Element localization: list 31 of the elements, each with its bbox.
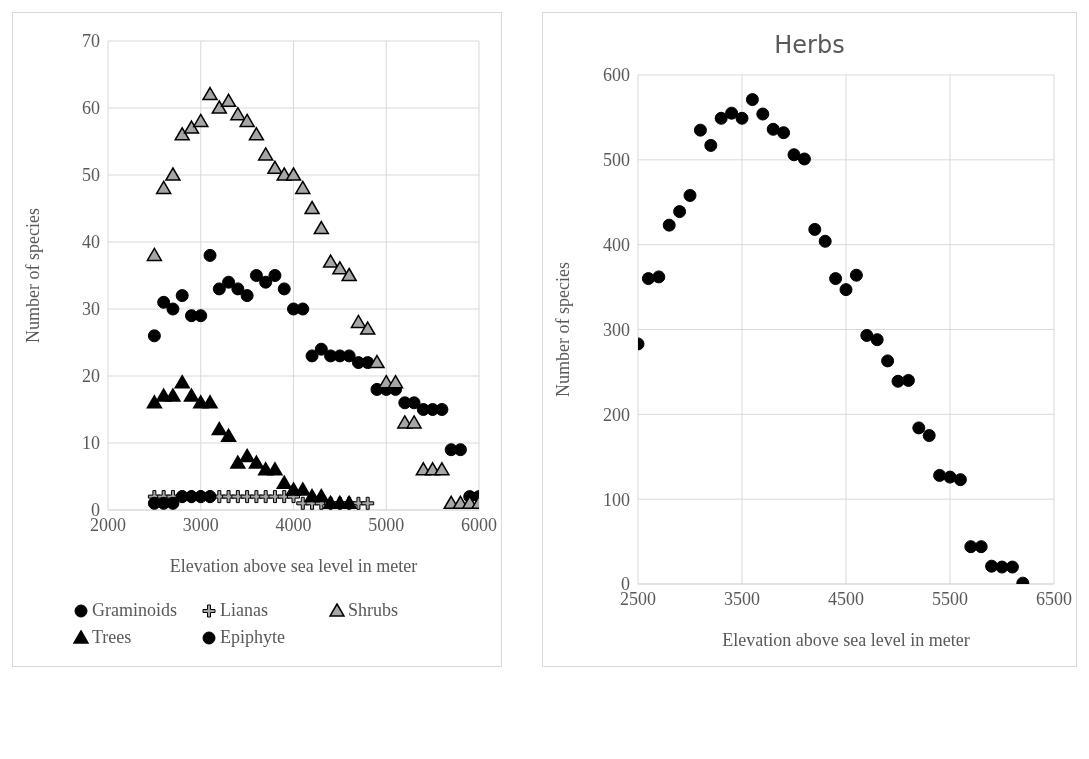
y-tick-label: 30 — [82, 299, 100, 320]
y-tick-label: 400 — [603, 235, 630, 256]
y-tick-label: 300 — [603, 319, 630, 340]
y-tick-label: 20 — [82, 366, 100, 387]
x-axis-title: Elevation above sea level in meter — [169, 556, 418, 576]
y-tick-label: 500 — [603, 150, 630, 171]
legend-label: Trees — [92, 627, 132, 648]
x-tick-label: 5000 — [368, 514, 405, 535]
x-tick-label: 6500 — [1036, 588, 1072, 609]
x-tick-label: 6000 — [461, 514, 497, 535]
legend-label: Graminoids — [92, 600, 177, 621]
x-tick-label: 4500 — [828, 588, 864, 609]
y-tick-label: 50 — [82, 165, 100, 186]
y-tick-label: 200 — [603, 404, 630, 425]
y-tick-label: 600 — [603, 65, 630, 86]
y-axis-title: Number of species — [553, 262, 574, 397]
y-tick-label: 40 — [82, 232, 100, 253]
y-axis-title: Number of species — [23, 208, 44, 343]
y-tick-label: 100 — [603, 489, 630, 510]
chart-title: Herbs — [773, 31, 846, 61]
x-tick-label: 3000 — [182, 514, 219, 535]
x-tick-label: 5500 — [932, 588, 968, 609]
legend-label: Epiphyte — [220, 627, 285, 648]
legend-label: Lianas — [220, 600, 268, 621]
y-tick-label: 60 — [82, 98, 100, 119]
legend-label: Shrubs — [348, 600, 399, 621]
y-tick-label: 70 — [82, 31, 100, 52]
x-tick-label: 4000 — [275, 514, 312, 535]
x-tick-label: 3500 — [724, 588, 760, 609]
y-tick-label: 10 — [82, 433, 100, 454]
x-axis-title: Elevation above sea level in meter — [722, 630, 970, 650]
